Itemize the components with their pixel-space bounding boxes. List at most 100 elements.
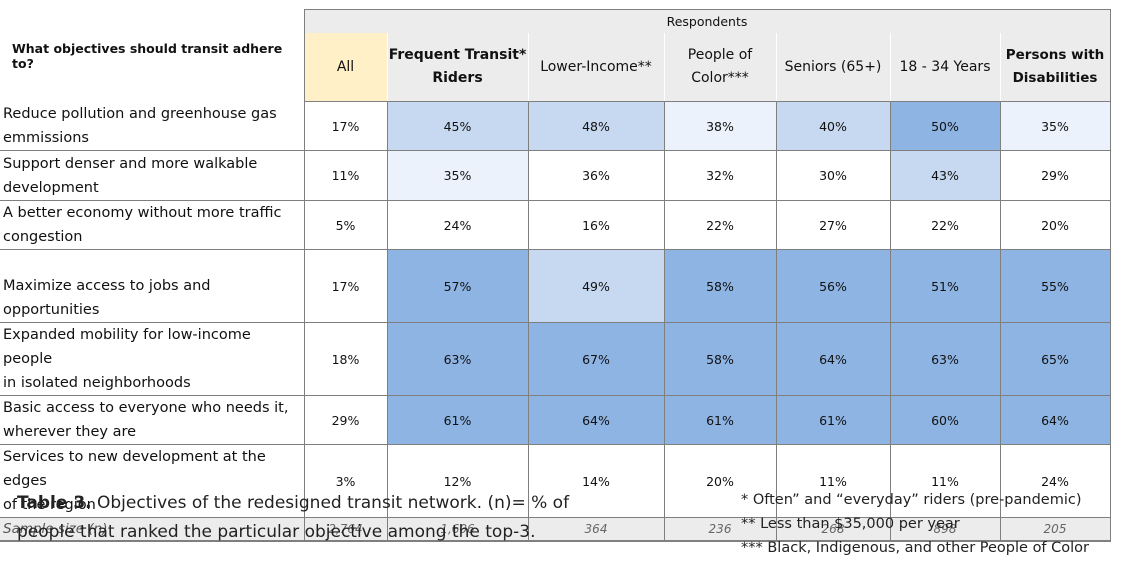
value-cell: 29%	[999, 150, 1111, 201]
table-caption: Table 3. Objectives of the redesigned tr…	[17, 489, 577, 547]
value-cell: 12%	[386, 444, 528, 518]
value-cell: 16%	[527, 200, 664, 250]
value-cell: 58%	[663, 249, 776, 323]
value-cell: 24%	[386, 200, 528, 250]
value-cell: 50%	[889, 101, 1000, 151]
value-cell: 35%	[999, 101, 1111, 151]
objective-label-line2: in isolated neighborhoods	[3, 375, 191, 391]
value-cell: 58%	[663, 322, 776, 396]
column-header-seniors: Seniors (65+)	[775, 33, 890, 102]
question-header: What objectives should transit adhere to…	[0, 9, 304, 102]
value-cell: 45%	[386, 101, 528, 151]
value-cell: 64%	[775, 322, 890, 396]
value-cell: 27%	[775, 200, 890, 250]
sample-size-value: 898	[889, 517, 1000, 542]
value-cell: 61%	[663, 395, 776, 445]
value-cell: 20%	[999, 200, 1111, 250]
table-row: Reduce pollution and greenhouse gas emmis…	[0, 101, 1111, 151]
value-cell: 38%	[663, 101, 776, 151]
objective-label: Reduce pollution and greenhouse gas emmis…	[0, 101, 304, 151]
caption-label: Table 3.	[17, 493, 92, 513]
column-header-people-of-color: People of Color***	[663, 33, 776, 102]
footnote-lower-income: ** Less than $35,000 per year	[741, 516, 960, 532]
value-cell: 11%	[303, 150, 387, 201]
objective-label-line2: development	[3, 180, 99, 196]
value-cell: 61%	[386, 395, 528, 445]
column-header-frequent-riders: Frequent Transit* Riders	[386, 33, 528, 102]
value-cell: 64%	[527, 395, 664, 445]
sample-size-value: 2,764	[303, 517, 387, 542]
value-cell: 24%	[999, 444, 1111, 518]
value-cell: 51%	[889, 249, 1000, 323]
objective-label-line2: of the region	[3, 497, 96, 513]
value-cell: 22%	[663, 200, 776, 250]
footnotes: * Often” and “everyday” riders (pre-pand…	[741, 488, 1089, 560]
objective-label: Support denser and more walkable developm…	[0, 150, 304, 201]
value-cell: 29%	[303, 395, 387, 445]
value-cell: 63%	[386, 322, 528, 396]
objective-label-line1: Reduce pollution and greenhouse gas	[3, 106, 277, 122]
objective-label-line1: Support denser and more walkable	[3, 156, 258, 172]
objective-label-line1: A better economy without more traffic	[3, 205, 282, 221]
objective-label-line1: Expanded mobility for low-income people	[3, 327, 251, 367]
objective-label: Maximize access to jobs and opportunitie…	[0, 249, 304, 323]
table-row: Maximize access to jobs and opportunitie…	[0, 249, 1111, 323]
objective-label-line2: congestion	[3, 229, 83, 245]
value-cell: 36%	[527, 150, 664, 201]
sample-size-value: 205	[999, 517, 1111, 542]
value-cell: 30%	[775, 150, 890, 201]
value-cell: 57%	[386, 249, 528, 323]
sample-size-value: 1,606	[386, 517, 528, 542]
objective-label: Basic access to everyone who needs it, wh…	[0, 395, 304, 445]
table-row: A better economy without more traffic con…	[0, 200, 1111, 250]
value-cell: 5%	[303, 200, 387, 250]
value-cell: 56%	[775, 249, 890, 323]
table-row: Basic access to everyone who needs it, wh…	[0, 395, 1111, 445]
caption-text-line2: people that ranked the particular object…	[17, 522, 536, 542]
value-cell: 20%	[663, 444, 776, 518]
sample-size-value: 268	[775, 517, 890, 542]
value-cell: 65%	[999, 322, 1111, 396]
value-cell: 35%	[386, 150, 528, 201]
value-cell: 18%	[303, 322, 387, 396]
sample-size-label: Sample size (n)	[0, 517, 304, 542]
column-header-18-34: 18 - 34 Years	[889, 33, 1000, 102]
objective-label: Services to new development at the edges…	[0, 444, 304, 518]
value-cell: 43%	[889, 150, 1000, 201]
sample-size-value: 236	[663, 517, 776, 542]
objective-label-line2: wherever they are	[3, 424, 137, 440]
footnote-people-of-color: *** Black, Indigenous, and other People …	[741, 540, 1090, 556]
table-row: Services to new development at the edges…	[0, 444, 1111, 518]
value-cell: 63%	[889, 322, 1000, 396]
value-cell: 40%	[775, 101, 890, 151]
column-header-all: All	[303, 33, 387, 102]
value-cell: 17%	[303, 101, 387, 151]
respondents-group-header: Respondents	[303, 9, 1111, 33]
sample-size-row: Sample size (n) 2,764 1,606 364 236 268 898 205	[0, 517, 1111, 542]
value-cell: 14%	[527, 444, 664, 518]
objective-label: A better economy without more traffic con…	[0, 200, 304, 250]
objectives-table: What objectives should transit adhere to…	[0, 9, 1111, 542]
column-header-lower-income: Lower-Income**	[527, 33, 664, 102]
column-header-disabilities: Persons with Disabilities	[999, 33, 1111, 102]
value-cell: 64%	[999, 395, 1111, 445]
value-cell: 3%	[303, 444, 387, 518]
value-cell: 17%	[303, 249, 387, 323]
objective-label-line2: emmissions	[3, 130, 89, 146]
value-cell: 22%	[889, 200, 1000, 250]
value-cell: 55%	[999, 249, 1111, 323]
value-cell: 60%	[889, 395, 1000, 445]
objective-label: Expanded mobility for low-income people i…	[0, 322, 304, 396]
objective-label-line2: Maximize access to jobs and opportunitie…	[3, 278, 211, 318]
value-cell: 49%	[527, 249, 664, 323]
caption-text-line1: Objectives of the redesigned transit net…	[91, 493, 570, 513]
value-cell: 32%	[663, 150, 776, 201]
sample-size-value: 364	[527, 517, 664, 542]
table-row: Expanded mobility for low-income people i…	[0, 322, 1111, 396]
objective-label-line1: Basic access to everyone who needs it,	[3, 400, 289, 416]
objective-label-line1: Services to new development at the edges	[3, 449, 266, 489]
footnote-frequent-riders: * Often” and “everyday” riders (pre-pand…	[741, 492, 1082, 508]
value-cell: 67%	[527, 322, 664, 396]
value-cell: 11%	[889, 444, 1000, 518]
value-cell: 11%	[775, 444, 890, 518]
